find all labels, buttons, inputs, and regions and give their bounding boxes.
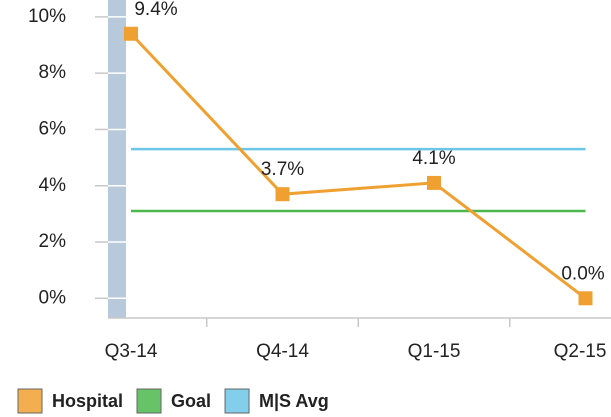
point (427, 175, 441, 190)
data-label: 9.4% (134, 0, 177, 20)
data-label: 3.7% (261, 159, 304, 180)
legend-label: Hospital (52, 391, 123, 411)
data-label: 0.0% (561, 263, 604, 284)
legend-label: Goal (171, 391, 211, 411)
legend-swatch (224, 388, 250, 414)
y-axis-band (108, 0, 126, 318)
x-tick-label: Q4-14 (256, 341, 309, 362)
x-tick-label: Q2-15 (554, 341, 607, 362)
x-tick-label: Q1-15 (408, 341, 461, 362)
data-label: 4.1% (412, 148, 455, 169)
y-tick-label: 2% (39, 231, 67, 252)
legend-swatch (136, 388, 162, 414)
y-tick-label: 10% (28, 6, 66, 27)
point (124, 26, 138, 41)
x-tick-label: Q3-14 (105, 341, 158, 362)
series-line (129, 32, 587, 300)
y-tick-label: 6% (39, 118, 67, 139)
y-tick-label: 8% (39, 62, 67, 83)
y-tick-label: 0% (39, 287, 67, 308)
y-tick-label: 4% (39, 175, 67, 196)
legend-label: M|S Avg (259, 391, 329, 411)
legend-swatch (17, 388, 43, 414)
point (578, 291, 593, 306)
point (275, 187, 290, 202)
